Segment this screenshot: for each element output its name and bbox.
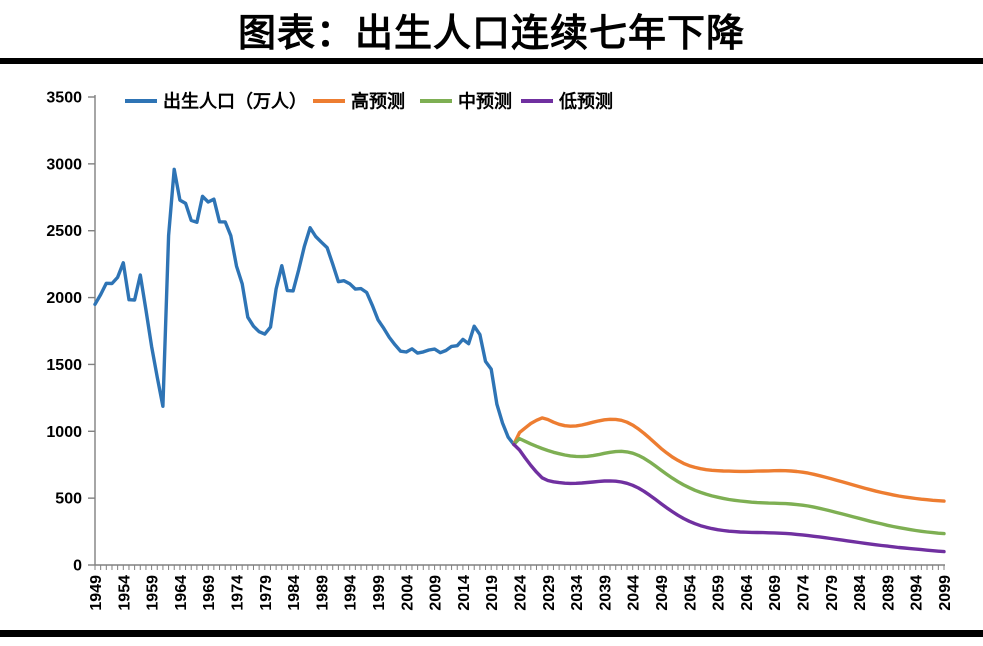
x-tick-label: 1949 — [88, 575, 105, 611]
x-tick-label: 2079 — [824, 575, 841, 611]
x-tick-label: 2024 — [513, 575, 530, 611]
x-tick-label: 2039 — [597, 575, 614, 611]
y-tick-label: 0 — [73, 558, 82, 575]
birth-population-chart: 0 500 1000 1500 2000 2500 3000 3500 1949 1954 1959… — [46, 90, 954, 611]
y-tick-label: 3000 — [46, 156, 82, 173]
x-tick-labels: 1949 1954 1959 1964 1969 1974 1979 1984 1989 1994… — [88, 565, 954, 611]
series-line-中预测 — [512, 436, 946, 536]
x-tick-label: 2019 — [484, 575, 501, 611]
legend: 出生人口（万人） 高预测 中预测 低预测 — [125, 91, 613, 112]
axes — [94, 95, 945, 566]
y-tick-label: 2000 — [46, 290, 82, 307]
x-tick-label: 2099 — [937, 575, 954, 611]
x-tick-label: 1974 — [230, 575, 247, 611]
series-line-出生人口（万人） — [93, 167, 516, 447]
legend-label: 高预测 — [351, 91, 405, 112]
x-tick-label: 2029 — [541, 575, 558, 611]
x-tick-label: 2004 — [399, 575, 416, 611]
legend-item-出生人口（万人）: 出生人口（万人） — [125, 91, 307, 112]
y-tick-label: 3500 — [46, 90, 82, 107]
legend-item-低预测: 低预测 — [521, 91, 613, 112]
y-tick-label: 500 — [55, 491, 82, 508]
x-tick-label: 1984 — [286, 575, 303, 611]
x-tick-label: 1999 — [371, 575, 388, 611]
x-tick-label: 2034 — [569, 575, 586, 611]
x-tick-label: 2014 — [456, 575, 473, 611]
x-tick-label: 1959 — [145, 575, 162, 611]
top-rule — [0, 58, 983, 64]
x-tick-label: 2009 — [428, 575, 445, 611]
x-tick-label: 1954 — [116, 575, 133, 611]
x-tick-label: 2084 — [852, 575, 869, 611]
x-tick-label: 2059 — [711, 575, 728, 611]
legend-item-中预测: 中预测 — [420, 91, 512, 112]
chart-title: 图表：出生人口连续七年下降 — [237, 13, 745, 55]
x-tick-label: 1979 — [258, 575, 275, 611]
x-tick-label: 1969 — [201, 575, 218, 611]
series-lines — [93, 167, 946, 554]
legend-item-高预测: 高预测 — [313, 91, 405, 112]
x-tick-label: 2044 — [626, 575, 643, 611]
x-tick-label: 1994 — [343, 575, 360, 611]
x-tick-label: 2049 — [654, 575, 671, 611]
x-tick-label: 1964 — [173, 575, 190, 611]
x-tick-label: 2094 — [909, 575, 926, 611]
series-line-高预测 — [512, 416, 946, 503]
series-line-低预测 — [512, 442, 946, 554]
x-tick-label: 2069 — [767, 575, 784, 611]
x-tick-label: 2074 — [796, 575, 813, 611]
x-tick-label: 2064 — [739, 575, 756, 611]
legend-label: 低预测 — [558, 91, 613, 112]
y-tick-labels: 0 500 1000 1500 2000 2500 3000 3500 — [46, 90, 95, 575]
y-tick-label: 1500 — [46, 357, 82, 374]
bottom-rule — [0, 630, 983, 637]
legend-label: 出生人口（万人） — [163, 91, 307, 112]
x-tick-label: 2089 — [880, 575, 897, 611]
y-tick-label: 2500 — [46, 223, 82, 240]
legend-label: 中预测 — [458, 91, 512, 112]
x-tick-label: 2054 — [682, 575, 699, 611]
x-tick-label: 1989 — [314, 575, 331, 611]
y-tick-label: 1000 — [46, 424, 82, 441]
